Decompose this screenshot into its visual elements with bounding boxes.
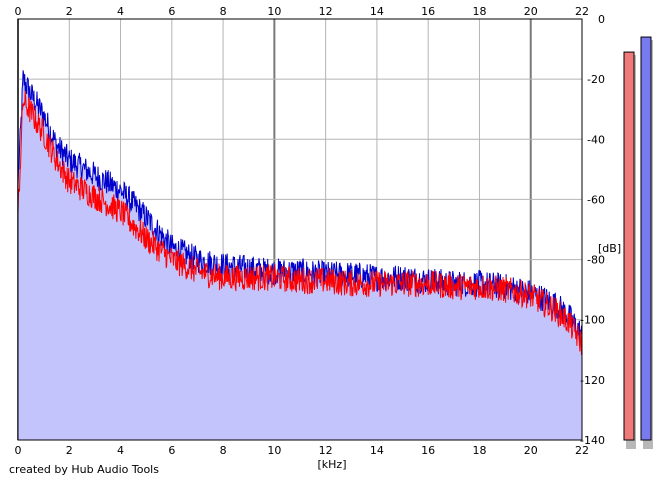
credit-text: created by Hub Audio Tools [9,463,159,476]
level-meters [623,36,653,450]
y-tick-label: -60 [587,193,605,206]
x-tick-label-top: 8 [220,5,227,18]
x-tick-label-bottom: 12 [319,444,333,457]
x-tick-label-top: 2 [66,5,73,18]
x-tick-label-top: 16 [421,5,435,18]
x-tick-label-bottom: 20 [524,444,538,457]
x-tick-label-bottom: 8 [220,444,227,457]
x-tick-label-top: 6 [168,5,175,18]
x-tick-labels-bottom: 0 2 4 6 8 10 12 14 16 18 20 22 [15,444,590,457]
y-tick-label: -140 [580,434,605,447]
x-tick-label-bottom: 18 [472,444,486,457]
x-tick-label-top: 22 [575,5,589,18]
x-tick-label-bottom: 14 [370,444,384,457]
spectrum-fill-area [18,70,582,441]
series-line-red [17,90,583,356]
x-axis-label: [kHz] [318,458,347,471]
x-tick-label-bottom: 6 [168,444,175,457]
y-tick-label: -120 [580,374,605,387]
x-tick-label-bottom: 2 [66,444,73,457]
y-tick-label: -20 [587,73,605,86]
level-meter-bar [640,36,652,441]
x-tick-label-top: 12 [319,5,333,18]
y-tick-labels: 0 -20 -40 -60 -80 -100 -120 -140 [580,13,605,447]
x-tick-label-bottom: 0 [15,444,22,457]
level-meter-bar [623,51,635,441]
y-tick-label: -80 [587,254,605,267]
x-tick-label-bottom: 22 [575,444,589,457]
x-tick-label-top: 0 [15,5,22,18]
series-line-blue [17,70,583,345]
x-tick-label-bottom: 4 [117,444,124,457]
x-tick-label-top: 4 [117,5,124,18]
plot-frame [17,18,583,441]
x-tick-label-bottom: 10 [267,444,281,457]
x-tick-labels-top: 0 2 4 6 8 10 12 14 16 18 20 22 [15,5,590,18]
x-tick-label-top: 20 [524,5,538,18]
x-tick-label-top: 18 [472,5,486,18]
y-axis-label: [dB] [598,242,621,255]
y-tick-label: -40 [587,133,605,146]
series-layer [17,70,583,441]
x-tick-label-bottom: 16 [421,444,435,457]
y-tick-label: 0 [598,13,605,26]
x-tick-label-top: 14 [370,5,384,18]
x-tick-label-top: 10 [267,5,281,18]
y-tick-label: -100 [580,314,605,327]
